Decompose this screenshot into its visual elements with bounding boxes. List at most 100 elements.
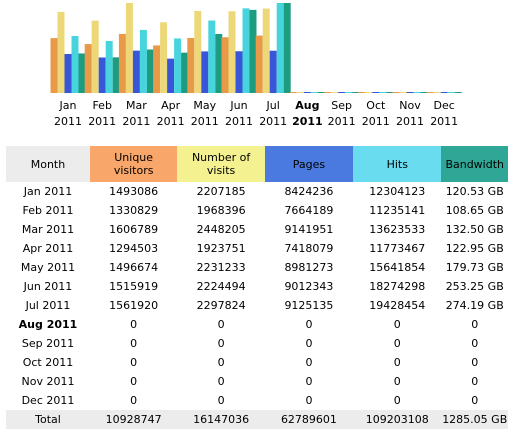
- table-cell: 0: [130, 394, 138, 407]
- table-cell: 7664189: [284, 204, 334, 217]
- table-cell: 7418079: [284, 242, 334, 255]
- year-label: 2011: [430, 115, 458, 128]
- header-row: Month Unique visitors Number of visits P…: [6, 146, 508, 182]
- table-cell: 0: [130, 318, 138, 331]
- table-cell: Jul 2011: [25, 299, 71, 312]
- table-cell: Total: [6, 410, 90, 429]
- bar: [296, 92, 304, 93]
- table-cell: 1515919: [109, 280, 159, 293]
- table-cell: 0: [471, 394, 479, 407]
- table-cell: 0: [217, 337, 225, 350]
- bar: [118, 33, 126, 93]
- month-label: May: [193, 99, 216, 112]
- table-cell: 0: [217, 394, 225, 407]
- table-cell: 15641854: [369, 261, 426, 274]
- table-cell: 109203108: [353, 410, 442, 429]
- year-label: 2011: [292, 115, 323, 128]
- table-cell: 0: [393, 337, 401, 350]
- table-row: Jul 2011 1561920 2297824 9125135 19428454 274…: [6, 296, 508, 315]
- month-label: Nov: [399, 99, 421, 112]
- table-cell: 18274298: [369, 280, 426, 293]
- month-label: Jun: [229, 99, 247, 112]
- table-cell: Jan 2011: [23, 185, 73, 198]
- bar: [331, 92, 339, 93]
- table-cell: 2224494: [196, 280, 246, 293]
- table-cell: 0: [305, 356, 313, 369]
- bar: [352, 92, 360, 93]
- table-cell: 9141951: [284, 223, 334, 236]
- bar: [454, 92, 462, 93]
- table-cell: 0: [305, 375, 313, 388]
- header-cell: Hits: [353, 146, 442, 182]
- table-cell: 2231233: [196, 261, 246, 274]
- bar: [289, 92, 297, 93]
- year-label: 2011: [54, 115, 82, 128]
- table-row: Total 10928747 16147036 62789601 109203108 12…: [6, 410, 508, 429]
- year-label: 2011: [259, 115, 287, 128]
- table-cell: 9012343: [284, 280, 334, 293]
- bar: [249, 9, 257, 93]
- table-row: Feb 2011 1330829 1968396 7664189 11235141 108…: [6, 201, 508, 220]
- bar: [78, 53, 86, 93]
- bar: [112, 57, 120, 93]
- table-row: Mar 2011 1606789 2448205 9141951 13623533 132…: [6, 220, 508, 239]
- bar: [160, 22, 168, 93]
- bar: [221, 37, 229, 93]
- bar: [365, 92, 373, 93]
- month-label: Dec: [434, 99, 455, 112]
- bar: [358, 92, 366, 93]
- table-cell: 1496674: [109, 261, 159, 274]
- table-cell: 0: [471, 337, 479, 350]
- table-row: May 2011 1496674 2231233 8981273 15641854 179…: [6, 258, 508, 277]
- bar: [187, 37, 195, 93]
- bar: [276, 3, 284, 93]
- table-cell: 11773467: [369, 242, 426, 255]
- table-row: Jun 2011 1515919 2224494 9012343 18274298 253…: [6, 277, 508, 296]
- year-label: 2011: [362, 115, 390, 128]
- table-cell: 1968396: [196, 204, 246, 217]
- bar: [386, 92, 394, 93]
- table-cell: 0: [305, 337, 313, 350]
- bar: [146, 49, 154, 93]
- table-cell: 1493086: [109, 185, 159, 198]
- bar: [324, 92, 332, 93]
- year-label: 2011: [328, 115, 356, 128]
- table-cell: 122.95 GB: [445, 242, 504, 255]
- table-cell: 2297824: [196, 299, 246, 312]
- table-row: Oct 2011 0 0 0 0 0: [6, 353, 508, 372]
- table-cell: 0: [393, 375, 401, 388]
- bar: [71, 36, 79, 93]
- table-row: Aug 2011 0 0 0 0 0: [6, 315, 508, 334]
- table-cell: 2207185: [196, 185, 246, 198]
- table-cell: Aug 2011: [18, 318, 78, 331]
- bar: [283, 3, 291, 93]
- table-cell: 0: [393, 356, 401, 369]
- table-cell: 13623533: [369, 223, 426, 236]
- table-cell: 253.25 GB: [445, 280, 504, 293]
- bar: [105, 40, 113, 93]
- table-cell: 8981273: [284, 261, 334, 274]
- table-cell: Feb 2011: [22, 204, 74, 217]
- bar: [413, 92, 421, 93]
- bar: [64, 53, 72, 93]
- table-cell: 1923751: [196, 242, 246, 255]
- table-cell: 132.50 GB: [445, 223, 504, 236]
- table-cell: Jun 2011: [23, 280, 73, 293]
- table-cell: 9125135: [284, 299, 334, 312]
- header-cell: Month: [6, 146, 90, 182]
- table-cell: 0: [305, 318, 313, 331]
- bar: [181, 52, 189, 93]
- header-cell: Bandwidth: [441, 146, 508, 182]
- month-label: Sep: [331, 99, 352, 112]
- bar: [194, 10, 202, 94]
- table-cell: 274.19 GB: [445, 299, 504, 312]
- year-label: 2011: [191, 115, 219, 128]
- bar: [406, 92, 414, 93]
- bar: [447, 92, 455, 93]
- bar: [433, 92, 441, 93]
- year-label: 2011: [396, 115, 424, 128]
- bar: [167, 58, 175, 93]
- bar: [208, 20, 216, 94]
- bar: [98, 57, 106, 93]
